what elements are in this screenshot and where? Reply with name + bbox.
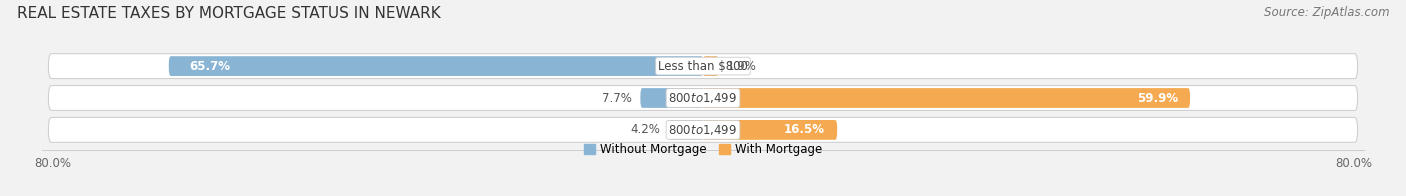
Legend: Without Mortgage, With Mortgage: Without Mortgage, With Mortgage — [583, 143, 823, 156]
Text: Source: ZipAtlas.com: Source: ZipAtlas.com — [1264, 6, 1389, 19]
FancyBboxPatch shape — [703, 120, 837, 140]
Text: Less than $800: Less than $800 — [658, 60, 748, 73]
FancyBboxPatch shape — [669, 120, 703, 140]
Text: 16.5%: 16.5% — [785, 123, 825, 136]
FancyBboxPatch shape — [703, 88, 1189, 108]
Text: 4.2%: 4.2% — [631, 123, 661, 136]
Text: $800 to $1,499: $800 to $1,499 — [668, 123, 738, 137]
FancyBboxPatch shape — [703, 56, 718, 76]
FancyBboxPatch shape — [48, 117, 1358, 142]
Text: REAL ESTATE TAXES BY MORTGAGE STATUS IN NEWARK: REAL ESTATE TAXES BY MORTGAGE STATUS IN … — [17, 6, 440, 21]
Text: 1.9%: 1.9% — [727, 60, 756, 73]
FancyBboxPatch shape — [48, 86, 1358, 110]
Text: 7.7%: 7.7% — [602, 92, 633, 104]
FancyBboxPatch shape — [169, 56, 703, 76]
Text: $800 to $1,499: $800 to $1,499 — [668, 91, 738, 105]
Text: 65.7%: 65.7% — [190, 60, 231, 73]
Text: 59.9%: 59.9% — [1136, 92, 1178, 104]
FancyBboxPatch shape — [640, 88, 703, 108]
FancyBboxPatch shape — [48, 54, 1358, 79]
